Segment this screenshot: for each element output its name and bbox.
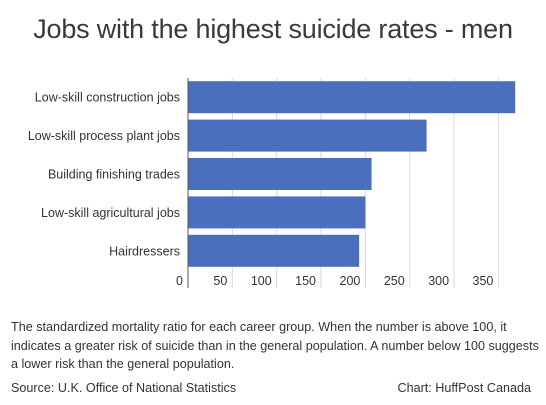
category-label: Low-skill process plant jobs <box>28 129 180 143</box>
bar <box>188 196 366 229</box>
bar <box>188 158 372 190</box>
bar <box>188 119 427 152</box>
category-labels: Low-skill construction jobs Low-skill pro… <box>28 91 180 259</box>
x-tick-label: 300 <box>428 274 449 288</box>
x-tick-label: 0 <box>176 274 183 288</box>
bar <box>188 81 516 114</box>
tick-labels: 0 50 100 150 200 250 300 350 <box>176 274 493 288</box>
source-note: Source: U.K. Office of National Statisti… <box>11 381 237 395</box>
x-tick-label: 50 <box>213 274 227 288</box>
chart-credit: Chart: HuffPost Canada <box>397 381 531 395</box>
x-tick-label: 100 <box>251 274 272 288</box>
category-label: Building finishing trades <box>48 168 180 182</box>
x-tick-label: 150 <box>295 274 316 288</box>
x-tick-label: 350 <box>473 274 494 288</box>
bar-chart: Low-skill construction jobs Low-skill pro… <box>28 78 516 288</box>
category-label: Low-skill agricultural jobs <box>41 206 180 220</box>
bar <box>188 234 360 267</box>
bars <box>188 81 516 267</box>
chart-footer: Source: U.K. Office of National Statisti… <box>11 381 531 395</box>
category-label: Low-skill construction jobs <box>35 91 180 105</box>
chart-title: Jobs with the highest suicide rates - me… <box>33 14 513 44</box>
category-label: Hairdressers <box>109 244 180 258</box>
x-tick-label: 250 <box>384 274 405 288</box>
chart-caption: The standardized mortality ratio for eac… <box>11 320 539 371</box>
x-tick-label: 200 <box>340 274 361 288</box>
